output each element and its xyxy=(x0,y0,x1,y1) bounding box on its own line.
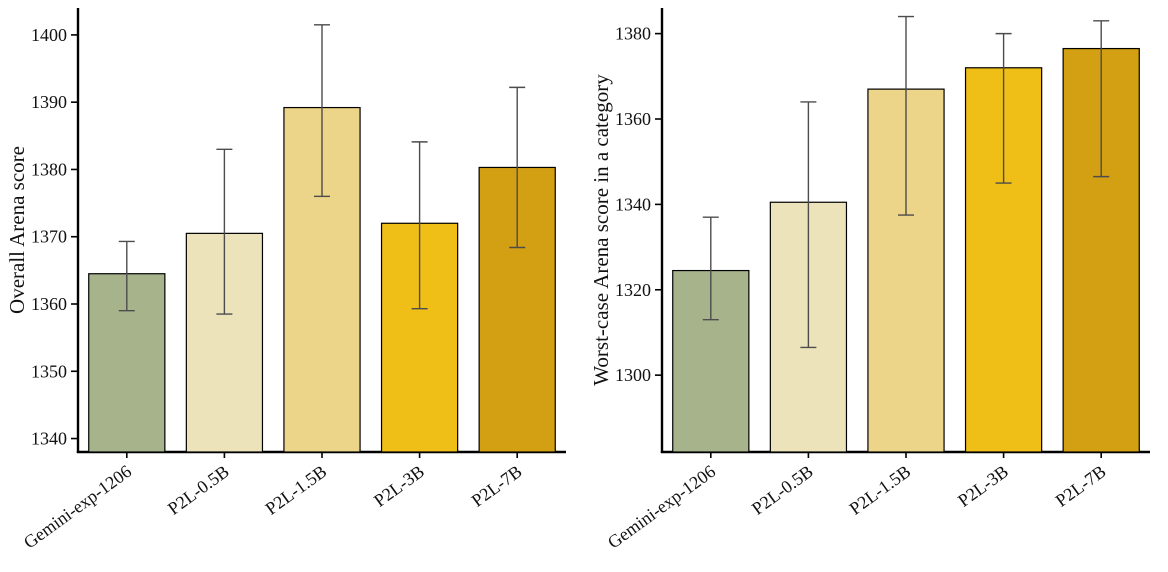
x-tick-label: Gemini-exp-1206 xyxy=(20,461,135,552)
chart-panel-left: Overall Arena score 1340 1350 1360 1370 1380… xyxy=(5,8,566,552)
y-tick-label: 1380 xyxy=(615,24,651,44)
bar-chart-worst-case-arena-score: Worst-case Arena score in a category 130… xyxy=(589,8,1150,552)
y-tick-label: 1390 xyxy=(31,92,67,112)
y-tick-label: 1350 xyxy=(31,361,67,381)
x-tick-label: P2L-1.5B xyxy=(262,461,331,519)
x-tick-label: P2L-0.5B xyxy=(748,461,817,519)
y-tick-label: 1340 xyxy=(615,194,651,214)
x-tick-label: P2L-3B xyxy=(370,461,428,511)
y-tick-label: 1340 xyxy=(31,429,67,449)
y-tick-label: 1370 xyxy=(31,227,67,247)
y-axis-label: Worst-case Arena score in a category xyxy=(589,74,613,386)
y-tick-label: 1360 xyxy=(31,294,67,314)
y-tick-label: 1400 xyxy=(31,25,67,45)
y-axis-label: Overall Arena score xyxy=(5,146,29,314)
bar-chart-overall-arena-score: Overall Arena score 1340 1350 1360 1370 1380… xyxy=(5,8,566,552)
y-tick-label: 1360 xyxy=(615,109,651,129)
x-tick-label: P2L-7B xyxy=(468,461,526,511)
y-tick-label: 1320 xyxy=(615,280,651,300)
x-tick-label: P2L-7B xyxy=(1052,461,1110,511)
x-tick-label: P2L-0.5B xyxy=(164,461,233,519)
y-tick-label: 1380 xyxy=(31,159,67,179)
x-tick-label: Gemini-exp-1206 xyxy=(604,461,719,552)
x-tick-label: P2L-3B xyxy=(954,461,1012,511)
x-tick-label: P2L-1.5B xyxy=(846,461,915,519)
y-tick-label: 1300 xyxy=(615,365,651,385)
chart-panel-right: Worst-case Arena score in a category 130… xyxy=(584,0,1168,572)
